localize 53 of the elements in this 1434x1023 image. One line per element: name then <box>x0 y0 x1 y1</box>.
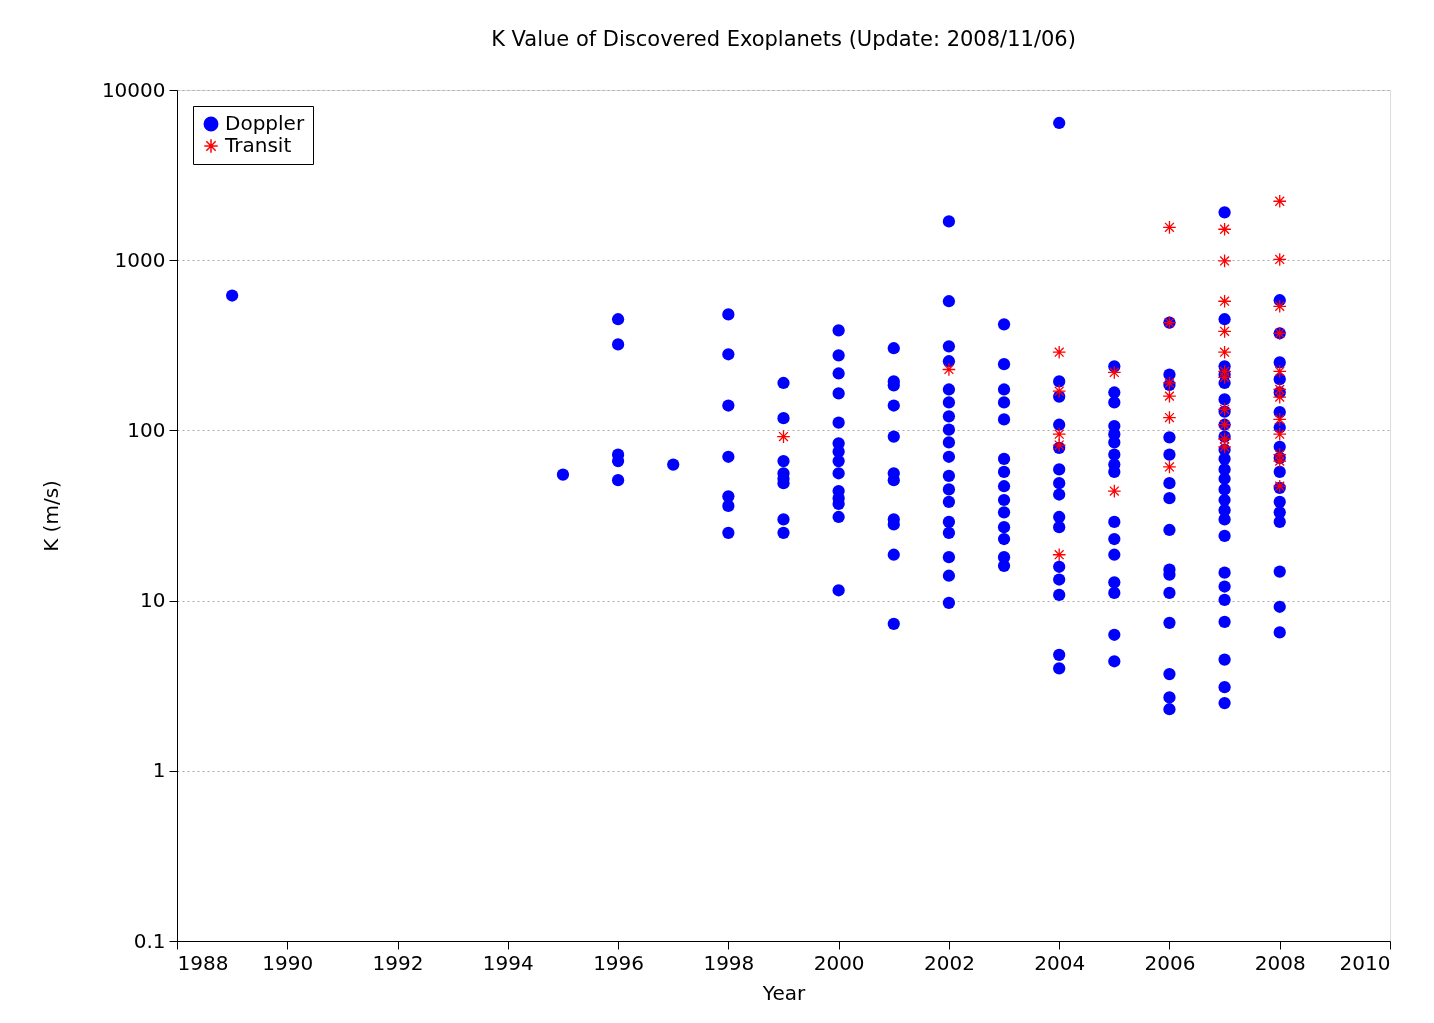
point <box>1052 345 1067 360</box>
point <box>1217 345 1232 360</box>
point <box>1272 364 1287 379</box>
x-tick-label: 2000 <box>813 950 865 975</box>
point <box>1217 324 1232 339</box>
point <box>776 429 791 444</box>
point <box>1107 484 1122 499</box>
point <box>1272 382 1287 397</box>
point <box>1162 459 1177 474</box>
point <box>1217 294 1232 309</box>
point <box>1052 547 1067 562</box>
point <box>1272 412 1287 427</box>
point <box>941 362 956 377</box>
x-tick-label: 2006 <box>1144 950 1196 975</box>
x-tick-label: 2002 <box>923 950 975 975</box>
x-tick-label: 2008 <box>1254 950 1306 975</box>
x-tick-label: 1994 <box>482 950 534 975</box>
point <box>1272 252 1287 267</box>
point <box>1162 389 1177 404</box>
y-tick-label: 0.1 <box>133 928 166 953</box>
point <box>1217 253 1232 268</box>
point <box>1052 384 1067 399</box>
x-tick-label: 1988 <box>177 950 229 975</box>
point <box>1272 447 1287 462</box>
point <box>1217 364 1232 379</box>
point <box>1162 220 1177 235</box>
point <box>1217 370 1232 385</box>
x-tick-label: 1990 <box>262 950 314 975</box>
x-tick-label: 2010 <box>1339 950 1391 975</box>
x-axis-title: Year <box>761 980 806 1005</box>
y-tick-label: 1000 <box>114 247 166 272</box>
point <box>1217 439 1232 454</box>
y-tick-label: 100 <box>127 417 166 442</box>
y-axis-title: K (m/s) <box>38 480 63 552</box>
point <box>1272 194 1287 209</box>
x-tick-label: 2004 <box>1034 950 1086 975</box>
point <box>1272 454 1287 469</box>
legend-label: Doppler <box>225 111 305 135</box>
legend-label: Transit <box>224 133 292 157</box>
x-tick-label: 1996 <box>593 950 645 975</box>
point <box>1272 427 1287 442</box>
y-tick-label: 10 <box>140 588 166 613</box>
point <box>1052 427 1067 442</box>
x-tick-label: 1998 <box>703 950 755 975</box>
point <box>1272 390 1287 405</box>
point <box>1107 365 1122 380</box>
y-tick-label: 1 <box>152 758 166 783</box>
point <box>1217 222 1232 237</box>
point <box>1162 410 1177 425</box>
point <box>1272 299 1287 314</box>
x-tick-label: 1992 <box>372 950 424 975</box>
chart-title: K Value of Discovered Exoplanets (Update: 2008/11/06) <box>491 27 1076 51</box>
y-tick-label: 10000 <box>101 77 166 102</box>
